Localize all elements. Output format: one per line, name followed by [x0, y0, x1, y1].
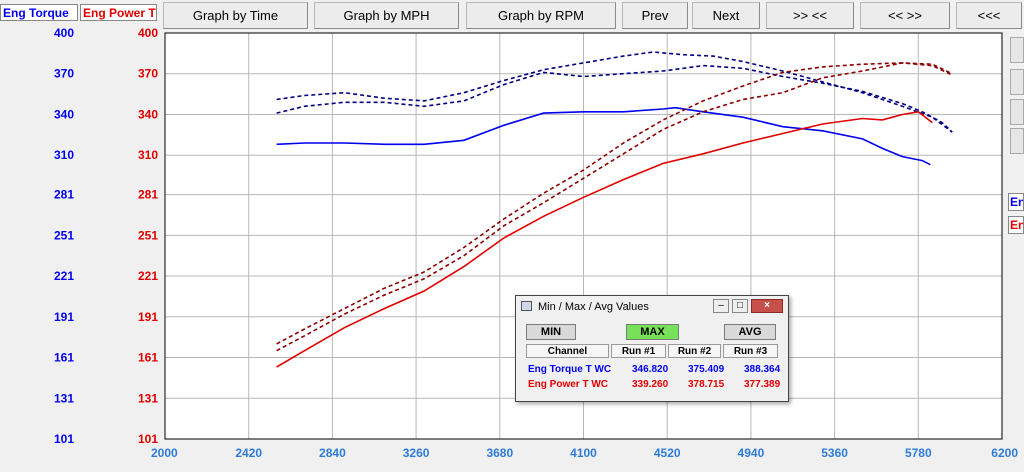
torque-axis-label: Eng Torque: [0, 4, 78, 21]
torque-tick-label: 310: [54, 148, 74, 162]
power-axis: 400 370 340 310 281 251 221 191 161 131 101: [138, 26, 158, 446]
torque-tick-label: 101: [54, 432, 74, 446]
rpm-tick-label: 3260: [403, 446, 430, 460]
power-line-dashed-5: [276, 62, 953, 345]
torque-tick-label: 251: [54, 228, 74, 242]
dialog-titlebar[interactable]: Min / Max / Avg Values – □ ×: [516, 296, 788, 318]
torque-tick-label: 131: [54, 391, 74, 405]
rpm-tick-label: 4940: [738, 446, 765, 460]
power-tick-label: 221: [138, 269, 158, 283]
power-tick-label: 310: [138, 148, 158, 162]
row-power-run2: 378.715: [688, 379, 725, 390]
rpm-tick-label: 2000: [151, 446, 178, 460]
torque-line-dashed-1: [276, 64, 953, 133]
zoom-in-button[interactable]: >> <<: [766, 2, 854, 29]
minimize-icon[interactable]: –: [713, 299, 729, 313]
side-button-2[interactable]: [1010, 69, 1024, 95]
min-button[interactable]: MIN: [526, 324, 576, 340]
dialog-title: Min / Max / Avg Values: [538, 301, 649, 313]
series-lines: [276, 51, 953, 368]
power-tick-label: 370: [138, 67, 158, 81]
torque-tick-label: 221: [54, 269, 74, 283]
row-power-channel: Eng Power T WC: [528, 379, 608, 390]
rpm-tick-label: 2840: [319, 446, 346, 460]
prev-button[interactable]: Prev: [622, 2, 688, 29]
power-tick-label: 251: [138, 228, 158, 242]
close-icon[interactable]: ×: [751, 299, 783, 313]
row-torque-run2: 375.409: [688, 364, 725, 375]
next-button[interactable]: Next: [692, 2, 760, 29]
power-tick-label: 191: [138, 310, 158, 324]
row-torque-run3: 388.364: [744, 364, 781, 375]
torque-axis: 400 370 340 310 281 251 221 191 161 131 101: [54, 26, 74, 446]
power-tick-label: 340: [138, 107, 158, 121]
graph-by-time-button[interactable]: Graph by Time: [163, 2, 308, 29]
graph-by-mph-button[interactable]: Graph by MPH: [314, 2, 459, 29]
row-torque-channel: Eng Torque T WC: [528, 364, 612, 375]
torque-tick-label: 161: [54, 351, 74, 365]
power-tick-label: 131: [138, 391, 158, 405]
power-line-solid-3: [276, 110, 933, 368]
power-tick-label: 281: [138, 188, 158, 202]
torque-tick-label: 281: [54, 188, 74, 202]
side-button-4[interactable]: [1010, 128, 1024, 154]
rpm-tick-label: 4520: [654, 446, 681, 460]
torque-line-solid-0: [276, 106, 931, 166]
power-tick-label: 101: [138, 432, 158, 446]
side-button-3[interactable]: [1010, 99, 1024, 125]
column-header-run1: Run #1: [611, 344, 666, 358]
side-label-torque: En: [1008, 193, 1024, 211]
power-tick-label: 400: [138, 26, 158, 40]
rpm-tick-label: 5360: [821, 446, 848, 460]
torque-tick-label: 400: [54, 26, 74, 40]
torque-tick-label: 370: [54, 67, 74, 81]
rpm-tick-label: 2420: [235, 446, 262, 460]
column-header-channel: Channel: [526, 344, 609, 358]
torque-tick-label: 340: [54, 107, 74, 121]
torque-line-dashed-2: [276, 51, 953, 133]
row-torque-run1: 346.820: [632, 364, 669, 375]
side-label-power: En: [1008, 216, 1024, 234]
rpm-tick-label: 4100: [570, 446, 597, 460]
rpm-tick-label: 3680: [486, 446, 513, 460]
rpm-axis: 2000 2420 2840 3260 3680 4100 4520 4940 5360 5780…: [151, 446, 1018, 460]
row-power-run3: 377.389: [744, 379, 781, 390]
column-header-run2: Run #2: [668, 344, 721, 358]
power-axis-label: Eng Power T: [80, 4, 157, 21]
restore-icon[interactable]: □: [732, 299, 748, 313]
max-button[interactable]: MAX: [626, 324, 679, 340]
power-line-dashed-4: [276, 62, 953, 352]
column-header-run3: Run #3: [723, 344, 778, 358]
zoom-out-button[interactable]: << >>: [860, 2, 950, 29]
rpm-tick-label: 6200: [991, 446, 1018, 460]
graph-by-rpm-button[interactable]: Graph by RPM: [466, 2, 616, 29]
rpm-tick-label: 5780: [905, 446, 932, 460]
min-max-avg-dialog[interactable]: Min / Max / Avg Values – □ × MIN MAX AVG…: [515, 295, 789, 402]
row-power-run1: 339.260: [632, 379, 669, 390]
side-button-1[interactable]: [1010, 37, 1024, 63]
scroll-left-button[interactable]: <<<: [956, 2, 1022, 29]
window-icon: [521, 301, 532, 311]
power-tick-label: 161: [138, 351, 158, 365]
torque-tick-label: 191: [54, 310, 74, 324]
avg-button[interactable]: AVG: [724, 324, 776, 340]
plot-border: [164, 32, 1003, 440]
